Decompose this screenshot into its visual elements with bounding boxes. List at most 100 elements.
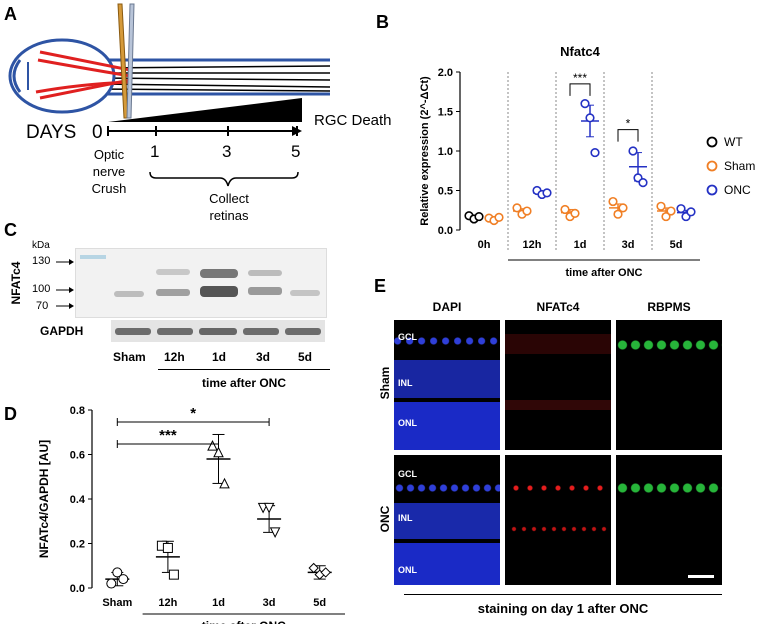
panel-a-label: A — [4, 4, 17, 24]
x-axis-label: time after ONC — [565, 267, 642, 279]
data-point — [207, 439, 218, 451]
category-label: 1d — [212, 597, 225, 609]
legend-label: Sham — [724, 159, 755, 173]
lane-label-3d: 3d — [256, 350, 271, 364]
data-point — [219, 477, 230, 489]
y-tick-label: 0.0 — [70, 583, 85, 595]
significance-bracket — [569, 83, 591, 96]
data-point — [494, 212, 504, 222]
panel-b-chart: Nfatc4 0.0 0.5 1.0 1.5 2.0 Relative expression… — [419, 44, 755, 279]
category-label: 5d — [313, 597, 326, 609]
ladder-smear — [80, 255, 106, 259]
data-point — [608, 196, 618, 207]
nuclei-inl — [394, 360, 500, 398]
significance-label: * — [190, 405, 196, 422]
data-point — [168, 569, 179, 580]
blot-time-axis-label: time after ONC — [201, 376, 287, 390]
layer-label-gcl: GCL — [398, 332, 417, 342]
faint-signal — [505, 400, 611, 410]
y-tick-label: 0.4 — [70, 494, 86, 506]
data-point — [590, 147, 600, 158]
data-point — [638, 178, 648, 188]
blot-band — [248, 287, 282, 295]
data-point — [613, 209, 623, 219]
nuclei-inl — [394, 503, 500, 539]
nfatc4-signal-inl — [509, 525, 609, 533]
category-label: Sham — [102, 597, 132, 609]
data-point — [676, 204, 686, 214]
panel-a-schematic — [8, 3, 331, 187]
data-point — [570, 208, 580, 219]
data-point — [162, 542, 173, 553]
timeline-tick-1: 1 — [150, 142, 160, 161]
blot-band — [248, 270, 282, 276]
y-tick-label: 0.2 — [70, 539, 85, 551]
column-header-dapi: DAPI — [432, 300, 462, 314]
micrograph-sham-nfatc4 — [505, 320, 611, 450]
data-point — [522, 206, 532, 216]
crush-label-line-1: Optic — [93, 147, 125, 162]
blot-band — [200, 269, 238, 278]
gapdh-band — [157, 328, 193, 335]
days-label: DAYS — [26, 122, 77, 143]
data-point — [686, 207, 696, 217]
y-tick-label: 0.6 — [70, 450, 85, 462]
data-point — [269, 527, 281, 538]
timeline-tick-0: 0 — [92, 122, 103, 143]
layer-label-onl: ONL — [398, 418, 417, 428]
lane-label-1d: 1d — [212, 350, 227, 364]
data-point — [112, 567, 123, 578]
blot-band — [114, 291, 144, 297]
timeline-tick-3: 3 — [222, 142, 232, 161]
rgc-cells — [616, 338, 722, 352]
layer-label-onl: ONL — [398, 565, 417, 575]
lane-label-5d: 5d — [298, 350, 313, 364]
row-label-onc: ONC — [378, 505, 392, 533]
gapdh-band — [285, 328, 321, 335]
group-label: 1d — [574, 239, 587, 251]
protein-label: NFATc4 — [9, 261, 23, 305]
marker-arrows — [56, 259, 74, 309]
significance-label: *** — [159, 427, 177, 444]
gapdh-band — [243, 328, 279, 335]
group-label: 12h — [523, 239, 542, 251]
micrograph-sham-rbpms — [616, 320, 722, 450]
legend-label: WT — [724, 135, 743, 149]
gapdh-band — [115, 328, 151, 335]
column-header-nfatc4: NFATc4 — [536, 300, 580, 314]
data-point — [474, 211, 484, 222]
marker-100: 100 — [32, 283, 51, 295]
lane-label-sham: Sham — [113, 350, 146, 364]
micrograph-onc-dapi: GCL INL ONL — [394, 455, 500, 585]
y-tick-label: 1.0 — [438, 146, 453, 158]
collect-label: Collect retinas — [196, 190, 262, 224]
marker-70: 70 — [36, 300, 49, 312]
legend-marker — [706, 136, 718, 148]
data-point — [580, 98, 590, 109]
legend-label: ONC — [724, 183, 751, 197]
crush-label: Optic nerve Crush — [86, 146, 132, 197]
blot-band — [156, 269, 190, 275]
data-point — [618, 203, 628, 213]
nuclei-onl — [394, 543, 500, 585]
crush-label-line-3: Crush — [91, 181, 127, 196]
blot-gapdh — [111, 320, 325, 342]
nuclei-gcl — [394, 481, 500, 495]
data-point — [213, 446, 224, 458]
rgc-cells — [616, 481, 722, 495]
crush-label-line-2: nerve — [92, 164, 126, 179]
collect-label-line-1: Collect — [209, 191, 249, 206]
panel-d-label: D — [4, 404, 17, 424]
legend-marker — [706, 160, 718, 172]
nuclei-onl — [394, 402, 500, 450]
panel-b-label: B — [376, 12, 389, 32]
blot-band — [200, 286, 238, 297]
y-axis-label: Relative expression (2^-ΔCt) — [419, 76, 431, 226]
loading-label: GAPDH — [40, 324, 84, 338]
data-point — [560, 204, 570, 215]
data-point — [585, 113, 595, 123]
timeline-tick-5: 5 — [291, 142, 301, 161]
data-point — [106, 578, 117, 589]
data-point — [661, 211, 671, 222]
micrograph-onc-nfatc4 — [505, 455, 611, 585]
